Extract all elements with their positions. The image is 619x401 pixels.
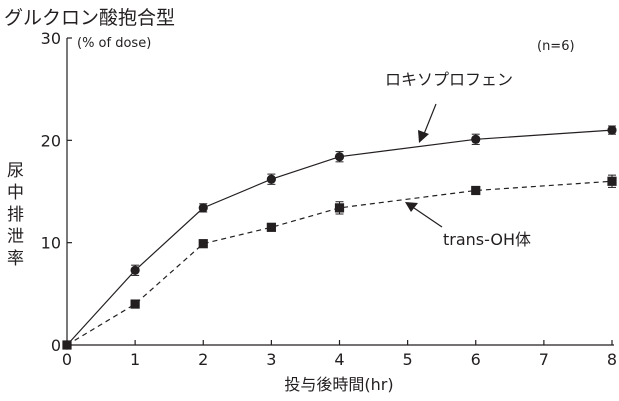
y-tick-label: 10 xyxy=(41,234,61,253)
y-axis-label-char: 中 xyxy=(7,183,24,203)
legend-arrow-trans-oh xyxy=(413,207,443,228)
legend-label-loxoprofen: ロキソプロフェン xyxy=(385,70,513,89)
data-point-trans-oh xyxy=(607,176,617,186)
y-unit-label: (% of dose) xyxy=(77,36,151,51)
data-point-loxoprofen xyxy=(198,203,208,213)
x-tick-label: 1 xyxy=(130,350,140,369)
legend-arrowhead-trans-oh xyxy=(405,202,418,212)
data-point-loxoprofen xyxy=(130,265,140,275)
x-tick-label: 2 xyxy=(198,350,208,369)
data-point-loxoprofen xyxy=(334,152,345,162)
data-point-loxoprofen xyxy=(266,174,276,184)
y-tick-label: 30 xyxy=(41,29,61,48)
x-tick-label: 0 xyxy=(62,350,72,369)
data-point-trans-oh xyxy=(334,203,345,213)
data-point-loxoprofen xyxy=(607,125,617,135)
x-tick-label: 8 xyxy=(607,350,617,369)
y-axis-label-char: 排 xyxy=(7,205,24,225)
legend-arrow-loxoprofen xyxy=(423,103,437,135)
legend-arrowhead-loxoprofen xyxy=(418,130,429,143)
sample-size-annotation: (n=6) xyxy=(537,39,575,54)
data-point-loxoprofen xyxy=(471,134,481,144)
x-tick-label: 6 xyxy=(471,350,481,369)
y-tick-label: 20 xyxy=(41,131,61,150)
legend-label-trans-oh: trans-OH体 xyxy=(443,230,531,249)
data-point-trans-oh xyxy=(471,185,481,196)
chart-title: グルクロン酸抱合型 xyxy=(4,7,175,29)
y-axis-label-char: 尿 xyxy=(7,161,24,181)
data-point-trans-oh xyxy=(62,340,72,350)
x-axis-label: 投与後時間(hr) xyxy=(284,375,393,394)
data-point-trans-oh xyxy=(266,222,276,232)
y-axis-label-char: 泄 xyxy=(7,227,24,247)
data-point-trans-oh xyxy=(130,299,140,309)
x-tick-label: 4 xyxy=(334,350,344,369)
data-point-trans-oh xyxy=(198,239,208,249)
x-tick-label: 3 xyxy=(266,350,276,369)
y-axis-label-char: 率 xyxy=(7,249,24,269)
x-tick-label: 5 xyxy=(403,350,413,369)
x-tick-label: 7 xyxy=(539,350,549,369)
y-tick-label: 0 xyxy=(51,336,61,355)
